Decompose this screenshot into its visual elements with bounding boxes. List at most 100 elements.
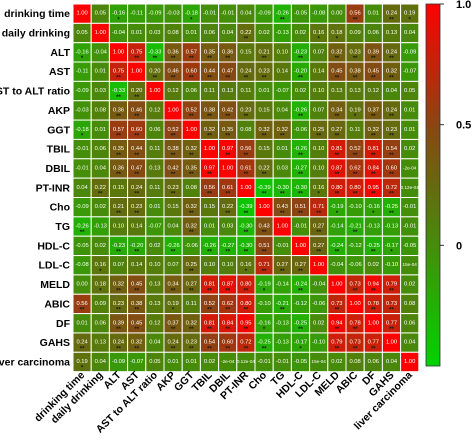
cell-value: 0.18 bbox=[331, 30, 342, 36]
cell-significance: ** bbox=[116, 211, 121, 217]
cell-value: -0.18 bbox=[75, 127, 88, 133]
cell-value: -0.25 bbox=[294, 320, 307, 326]
cell-significance: ** bbox=[171, 75, 176, 81]
cell-significance: ** bbox=[335, 250, 340, 256]
colorbar-tick-label: 0 bbox=[456, 240, 462, 252]
cell-value: 0.02 bbox=[331, 359, 342, 365]
cell-value: 0.60 bbox=[186, 69, 197, 75]
cell-value: 0.10 bbox=[222, 262, 233, 268]
cell-value: -0.26 bbox=[203, 243, 216, 249]
cell-significance: ** bbox=[244, 346, 249, 352]
cell-value: 0.23 bbox=[349, 49, 360, 55]
cell-significance: ** bbox=[371, 346, 376, 352]
cell-significance: ** bbox=[244, 172, 249, 178]
cell-value: 0.16 bbox=[313, 185, 324, 191]
cell-value: 0.60 bbox=[386, 165, 397, 171]
cell-value: 0.09 bbox=[95, 301, 106, 307]
cell-significance: ** bbox=[244, 114, 249, 120]
cell-value: 15e-04 bbox=[403, 262, 418, 267]
cell-value: 0.11 bbox=[186, 301, 197, 307]
cell-value: 0.43 bbox=[258, 224, 269, 230]
cell-value: 0.04 bbox=[386, 88, 398, 94]
cell-value: -0.21 bbox=[276, 301, 289, 307]
cell-value: 1.00 bbox=[204, 146, 215, 152]
cell-value: 0.13 bbox=[149, 282, 160, 288]
cell-value: 0.32 bbox=[186, 320, 197, 326]
row-label: AKP bbox=[48, 105, 70, 117]
cell-value: 0.04 bbox=[404, 30, 416, 36]
cell-value: 0.19 bbox=[404, 11, 415, 17]
cell-significance: ** bbox=[335, 346, 340, 352]
cell-value: 0.35 bbox=[186, 165, 197, 171]
cell-significance: * bbox=[336, 37, 339, 43]
cell-value: -0.04 bbox=[312, 282, 326, 288]
cell-value: 0.52 bbox=[186, 107, 197, 113]
cell-value: -0.06 bbox=[185, 243, 198, 249]
cell-significance: ** bbox=[171, 192, 176, 198]
cell-value: 0.80 bbox=[331, 185, 342, 191]
cell-value: -0.12 bbox=[294, 301, 307, 307]
cell-value: 0.06 bbox=[404, 320, 415, 326]
cell-significance: ** bbox=[353, 17, 358, 23]
cell-significance: ** bbox=[153, 75, 158, 81]
cell-significance: ** bbox=[371, 75, 376, 81]
cell-value: -0.05 bbox=[75, 243, 88, 249]
cell-significance: * bbox=[190, 17, 193, 23]
cell-value: -0.11 bbox=[76, 69, 89, 75]
cell-value: 0.15 bbox=[258, 107, 269, 113]
cell-value: -0.17 bbox=[294, 340, 307, 346]
cell-value: 0.79 bbox=[386, 282, 397, 288]
cell-significance: ** bbox=[298, 114, 303, 120]
cell-value: 0.05 bbox=[76, 30, 87, 36]
cell-value: 0.62 bbox=[222, 301, 233, 307]
row-label: GGT bbox=[47, 124, 70, 136]
cell-value: 0.02 bbox=[404, 146, 415, 152]
cell-value: -0.10 bbox=[348, 204, 361, 210]
cell-value: 0.32 bbox=[204, 127, 215, 133]
cell-significance: * bbox=[372, 211, 375, 217]
cell-value: -0.07 bbox=[130, 359, 143, 365]
row-label: AST to ALT ratio bbox=[0, 86, 70, 98]
cell-significance: ** bbox=[298, 211, 303, 217]
cell-value: -0.25 bbox=[385, 204, 398, 210]
cell-value: 0.32 bbox=[258, 127, 269, 133]
cell-significance: ** bbox=[134, 114, 139, 120]
cell-value: -0.30 bbox=[239, 243, 252, 249]
cell-value: -0.01 bbox=[276, 359, 289, 365]
cell-value: -0.07 bbox=[276, 88, 289, 94]
cell-significance: ** bbox=[280, 192, 285, 198]
cell-value: 0.22 bbox=[258, 165, 269, 171]
cell-value: -0.01 bbox=[75, 165, 88, 171]
cell-value: 0.05 bbox=[95, 11, 106, 17]
cell-value: 0.06 bbox=[149, 127, 160, 133]
cell-significance: ** bbox=[244, 37, 249, 43]
cell-significance: ** bbox=[298, 172, 303, 178]
cell-value: 1.00 bbox=[368, 320, 379, 326]
cell-value: 0.09 bbox=[349, 30, 360, 36]
cell-value: 0.27 bbox=[277, 262, 288, 268]
cell-value: 0.12 bbox=[149, 107, 160, 113]
cell-value: -0.10 bbox=[385, 262, 398, 268]
cell-significance: ** bbox=[189, 327, 194, 333]
cell-significance: ** bbox=[207, 192, 212, 198]
cell-value: 0.61 bbox=[240, 165, 251, 171]
cell-value: 0.84 bbox=[222, 320, 234, 326]
cell-significance: ** bbox=[371, 308, 376, 314]
cell-value: 0.04 bbox=[386, 359, 398, 365]
cell-value: 0.00 bbox=[76, 282, 87, 288]
cell-value: 0.78 bbox=[349, 320, 360, 326]
cell-significance: ** bbox=[262, 250, 267, 256]
cell-significance: ** bbox=[116, 346, 121, 352]
cell-value: -0.13 bbox=[367, 224, 380, 230]
cell-significance: ** bbox=[116, 308, 121, 314]
cell-value: 0.23 bbox=[167, 185, 178, 191]
cell-significance: ** bbox=[207, 308, 212, 314]
cell-value: 0.20 bbox=[131, 88, 142, 94]
cell-value: 0.39 bbox=[113, 320, 124, 326]
cell-value: 0.20 bbox=[149, 69, 160, 75]
cell-value: -0.12 bbox=[348, 243, 361, 249]
cell-value: 0.04 bbox=[95, 359, 107, 365]
cell-significance: ** bbox=[134, 153, 139, 159]
cell-value: 0.32 bbox=[131, 340, 142, 346]
cell-value: -2e-04 bbox=[221, 359, 235, 364]
